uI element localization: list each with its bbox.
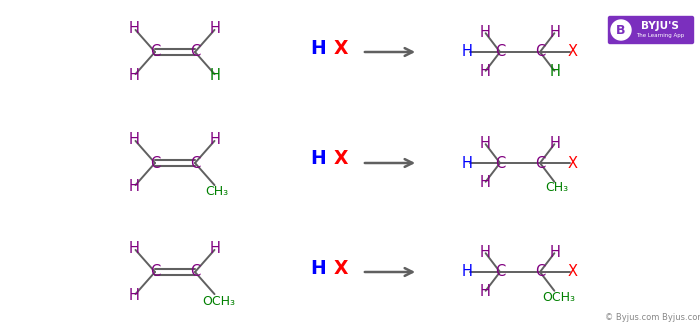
Circle shape [611,20,631,40]
Text: B: B [616,24,626,37]
Text: H: H [129,21,140,36]
Text: BYJU'S: BYJU'S [641,21,679,31]
Text: C: C [190,156,200,170]
Text: CH₃: CH₃ [545,181,568,194]
Text: OCH₃: OCH₃ [542,291,575,304]
Text: C: C [150,44,160,60]
Text: H: H [129,288,140,302]
Text: C: C [535,44,545,60]
Text: H: H [210,68,221,83]
Text: H: H [310,39,326,58]
Text: X: X [334,39,349,58]
FancyBboxPatch shape [608,16,694,43]
Text: H: H [129,132,140,147]
Text: H: H [210,132,221,147]
Text: C: C [190,265,200,280]
Text: H: H [480,136,490,151]
Text: The Learning App: The Learning App [636,32,684,38]
Text: H: H [310,149,326,168]
Text: OCH₃: OCH₃ [202,295,235,308]
Text: C: C [150,265,160,280]
Text: H: H [129,68,140,83]
Text: X: X [568,265,578,280]
Text: C: C [190,44,200,60]
Text: H: H [480,284,490,299]
Text: H: H [480,245,490,260]
Text: C: C [495,265,505,280]
Text: H: H [550,64,561,79]
Text: H: H [480,64,490,79]
Text: X: X [334,149,349,168]
Text: H: H [480,25,490,40]
Text: H: H [550,136,561,151]
Text: H: H [210,21,221,36]
Text: H: H [461,156,472,170]
Text: C: C [535,156,545,170]
Text: H: H [461,44,472,60]
Text: H: H [129,179,140,194]
Text: © Byjus.com Byjus.com: © Byjus.com Byjus.com [605,314,700,322]
Text: X: X [568,156,578,170]
Text: C: C [495,156,505,170]
Text: X: X [568,44,578,60]
Text: C: C [535,265,545,280]
Text: H: H [550,25,561,40]
Text: C: C [495,44,505,60]
Text: CH₃: CH₃ [205,185,228,198]
Text: X: X [334,259,349,278]
Text: H: H [210,241,221,256]
Text: H: H [480,175,490,190]
Text: H: H [461,265,472,280]
Text: H: H [550,245,561,260]
Text: C: C [150,156,160,170]
Text: H: H [310,259,326,278]
Text: H: H [129,241,140,256]
